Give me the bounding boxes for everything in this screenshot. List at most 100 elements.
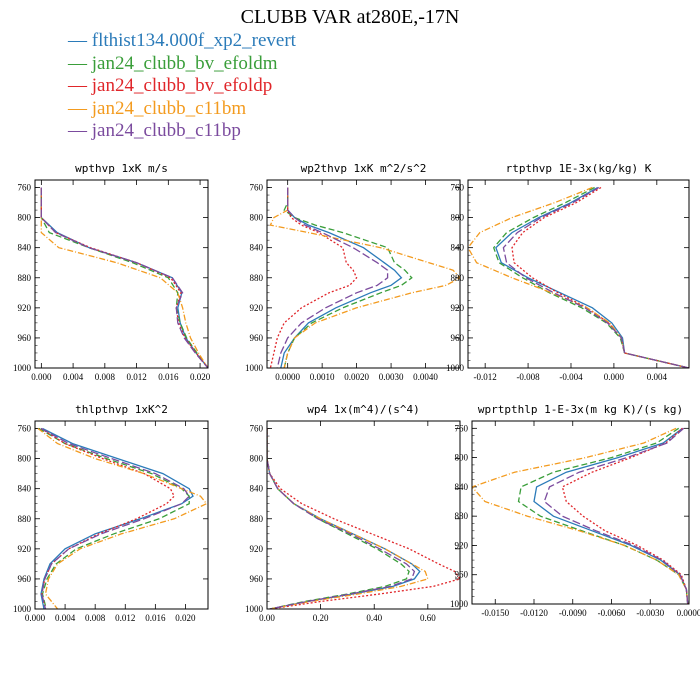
series-line-1 bbox=[40, 187, 208, 368]
legend-dash: — bbox=[68, 120, 92, 141]
x-tick-label: 0.0030 bbox=[379, 372, 404, 382]
series-line-4 bbox=[502, 186, 689, 368]
panel-3: thlpthvp 1xK^276080084088092096010000.00… bbox=[13, 403, 209, 623]
series-line-1 bbox=[283, 187, 413, 368]
panel-title: wp4 1x(m^4)/(s^4) bbox=[307, 403, 420, 416]
series-line-4 bbox=[267, 428, 416, 609]
y-tick-label: 920 bbox=[250, 303, 264, 313]
y-tick-label: 880 bbox=[18, 273, 32, 283]
panel-frame bbox=[266, 179, 461, 369]
x-tick-label: 0.020 bbox=[190, 372, 211, 382]
panel-1: wp2thvp 1xK m^2/s^2 760 800 840 880 920 960 100… bbox=[245, 162, 461, 382]
series-line-1 bbox=[517, 427, 689, 604]
y-tick-label: 760 bbox=[451, 183, 465, 193]
y-tick-label: 1000 bbox=[245, 604, 264, 614]
x-tick-label: 0.00 bbox=[259, 613, 275, 623]
y-tick-label: 880 bbox=[250, 273, 264, 283]
y-tick-label: 880 bbox=[250, 514, 264, 524]
x-tick-label: 0.60 bbox=[420, 613, 436, 623]
y-tick-label: 920 bbox=[18, 544, 32, 554]
y-tick-label: 840 bbox=[250, 243, 264, 253]
y-tick-label: 880 bbox=[451, 273, 465, 283]
y-tick-label: 920 bbox=[250, 544, 264, 554]
legend-dash: — bbox=[68, 75, 92, 96]
x-tick-label: 0.000 bbox=[604, 372, 625, 382]
y-tick-label: 840 bbox=[18, 484, 32, 494]
series-line-4 bbox=[276, 187, 389, 368]
panel-frame bbox=[34, 420, 209, 610]
series-line-3 bbox=[267, 428, 429, 609]
series-line-4 bbox=[543, 427, 689, 604]
legend-item-0: — flthist134.000f_xp2_revert bbox=[68, 30, 296, 53]
y-tick-label: 1000 bbox=[450, 599, 469, 609]
y-tick-label: 760 bbox=[18, 183, 32, 193]
y-tick-label: 960 bbox=[250, 333, 264, 343]
y-tick-label: 960 bbox=[18, 574, 32, 584]
legend-item-4: — jan24_clubb_c11bp bbox=[68, 120, 296, 143]
y-tick-label: 1000 bbox=[13, 604, 32, 614]
x-tick-label: -0.0030 bbox=[636, 608, 664, 618]
panel-title: wprtpthlp 1-E-3x(m kg K)/(s kg) bbox=[478, 403, 683, 416]
series-line-1 bbox=[267, 428, 410, 609]
y-tick-label: 920 bbox=[451, 303, 465, 313]
figure-title: CLUBB VAR at280E,-17N bbox=[240, 6, 460, 28]
x-tick-label: 0.004 bbox=[55, 613, 76, 623]
y-tick-label: 960 bbox=[18, 333, 32, 343]
x-tick-label: 0.004 bbox=[647, 372, 668, 382]
series-line-3 bbox=[472, 427, 689, 604]
legend-item-1: — jan24_clubb_bv_efoldm bbox=[68, 53, 296, 76]
x-tick-label: 0.0000 bbox=[275, 372, 300, 382]
legend-label: jan24_clubb_bv_efoldp bbox=[91, 75, 273, 96]
legend-dash: — bbox=[68, 52, 92, 74]
legend-label: jan24_clubb_c11bm bbox=[91, 97, 247, 119]
x-tick-label: 0.012 bbox=[115, 613, 135, 623]
y-tick-label: 840 bbox=[451, 243, 465, 253]
series-line-2 bbox=[269, 187, 358, 368]
legend-item-2: — jan24_clubb_bv_efoldp bbox=[68, 75, 296, 98]
y-tick-label: 840 bbox=[18, 243, 32, 253]
y-tick-label: 880 bbox=[455, 511, 469, 521]
x-tick-label: -0.012 bbox=[474, 372, 497, 382]
y-tick-label: 960 bbox=[451, 333, 465, 343]
series-line-4 bbox=[40, 427, 191, 609]
series-line-3 bbox=[40, 187, 208, 368]
panel-title: rtpthvp 1E-3x(kg/kg) K bbox=[506, 162, 652, 175]
y-tick-label: 1000 bbox=[13, 363, 32, 373]
series-line-2 bbox=[40, 427, 175, 609]
x-tick-label: 0.020 bbox=[175, 613, 196, 623]
y-tick-label: 800 bbox=[250, 213, 264, 223]
y-tick-label: 800 bbox=[18, 454, 32, 464]
y-tick-label: 760 bbox=[18, 424, 32, 434]
legend-dash: — bbox=[68, 30, 92, 51]
series-line-0 bbox=[40, 187, 208, 368]
y-tick-label: 960 bbox=[250, 574, 264, 584]
x-tick-label: 0.40 bbox=[366, 613, 382, 623]
panel-frame bbox=[467, 179, 690, 369]
x-tick-label: 0.016 bbox=[158, 372, 179, 382]
x-tick-label: 0.000 bbox=[25, 613, 46, 623]
panel-4: wp4 1x(m^4)/(s^4)76080084088092096010000… bbox=[245, 403, 461, 623]
panel-frame bbox=[34, 179, 209, 369]
legend-item-3: — jan24_clubb_c11bm bbox=[68, 98, 296, 121]
y-tick-label: 760 bbox=[455, 423, 469, 433]
legend-label: jan24_clubb_bv_efoldm bbox=[91, 52, 278, 74]
y-tick-label: 800 bbox=[451, 213, 465, 223]
y-tick-label: 800 bbox=[250, 454, 264, 464]
series-line-3 bbox=[269, 187, 460, 368]
x-tick-label: 0.016 bbox=[145, 613, 166, 623]
y-tick-label: 960 bbox=[455, 570, 469, 580]
series-line-1 bbox=[492, 186, 689, 368]
x-tick-label: 0.0020 bbox=[344, 372, 369, 382]
legend-dash: — bbox=[68, 97, 92, 119]
series-line-3 bbox=[37, 427, 208, 609]
legend: — flthist134.000f_xp2_revert — jan24_clu… bbox=[68, 30, 296, 143]
x-tick-label: 0.012 bbox=[126, 372, 146, 382]
series-line-2 bbox=[511, 186, 689, 368]
legend-label: jan24_clubb_c11bp bbox=[91, 120, 241, 141]
y-tick-label: 920 bbox=[18, 303, 32, 313]
x-tick-label: -0.008 bbox=[516, 372, 540, 382]
panel-0: wpthvp 1xK m/s76080084088092096010000.00… bbox=[13, 162, 211, 382]
y-tick-label: 1000 bbox=[446, 363, 465, 373]
x-tick-label: 0.008 bbox=[85, 613, 106, 623]
x-tick-label: 0.0040 bbox=[413, 372, 438, 382]
